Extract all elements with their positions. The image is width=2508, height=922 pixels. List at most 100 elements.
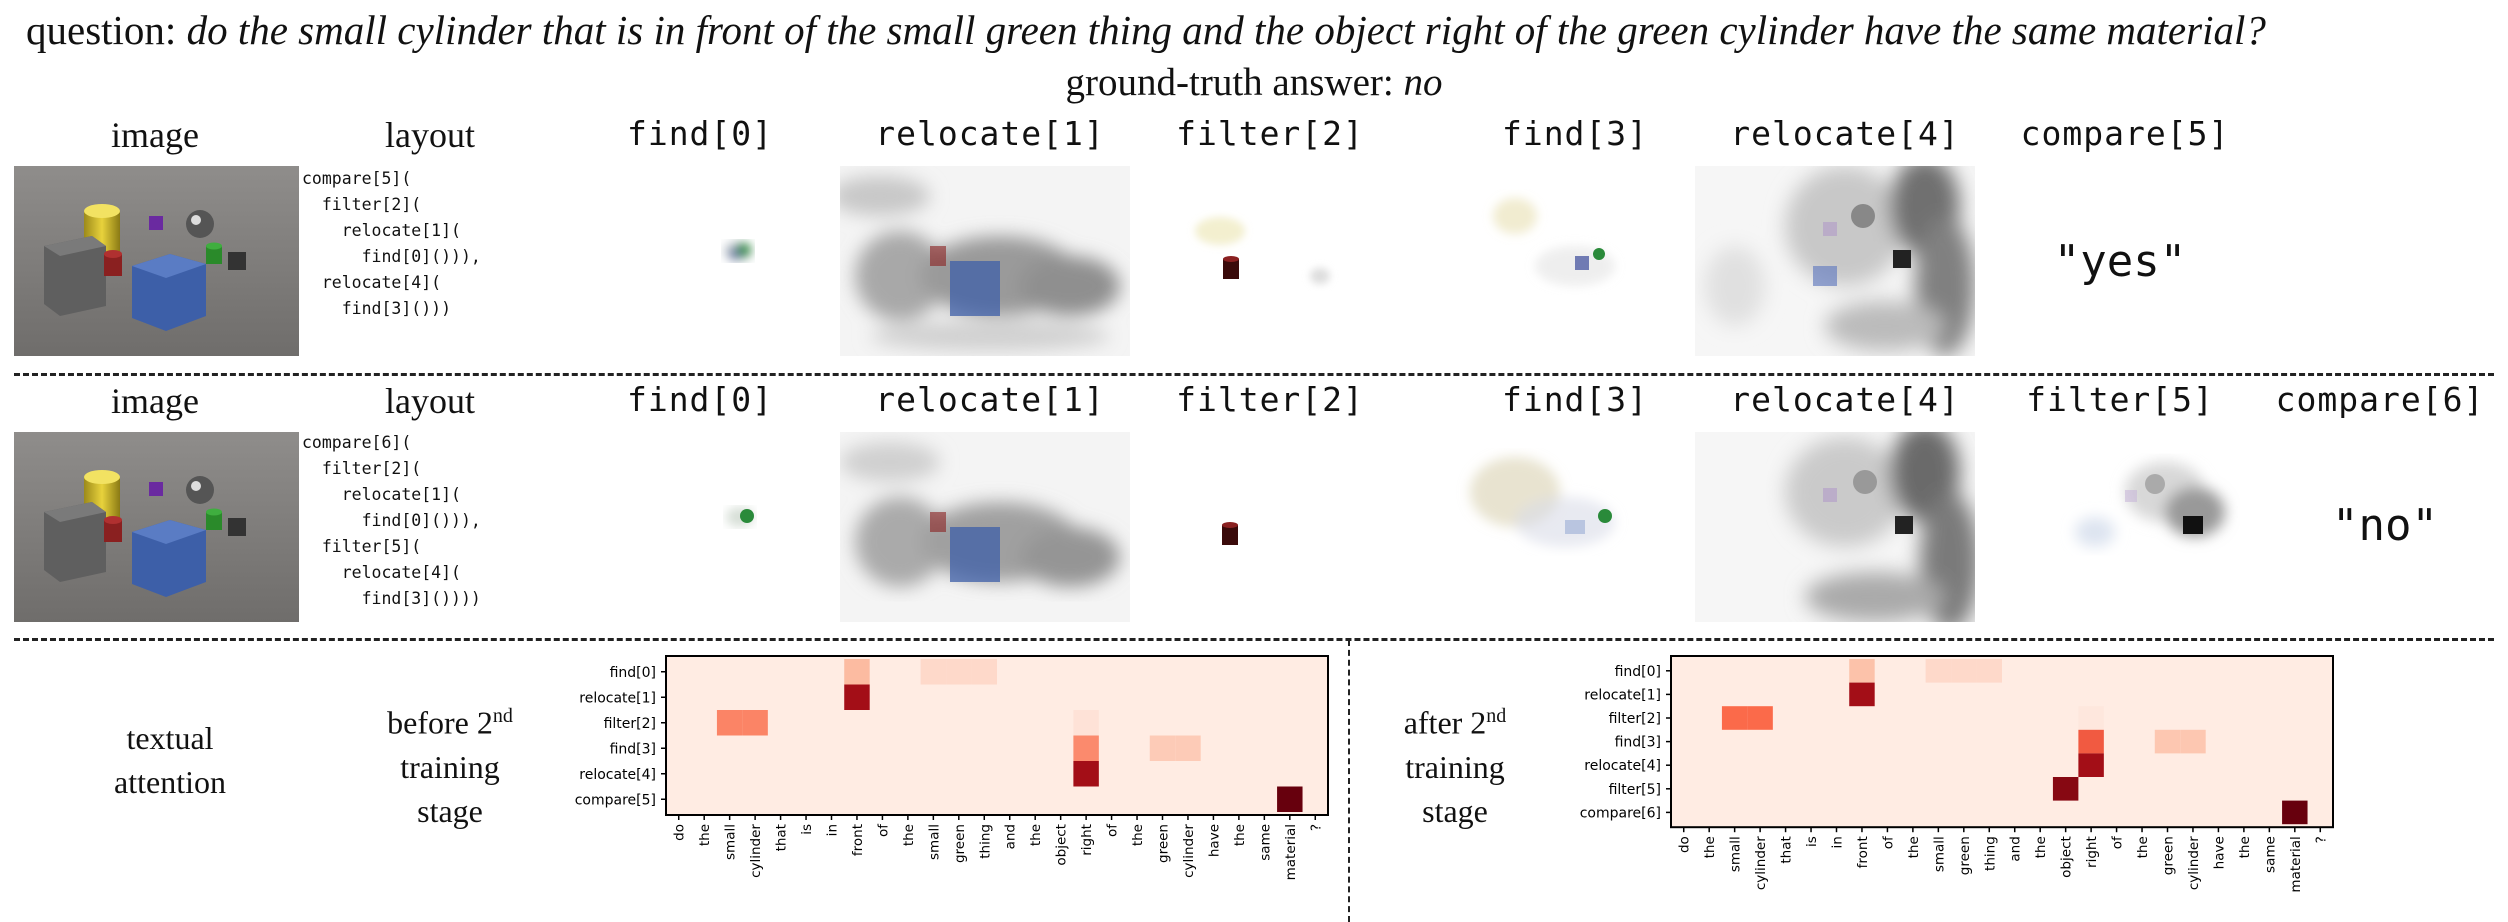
heatmap-row-label: compare[5] [575, 792, 656, 808]
heatmap-col-label: cylinder [2186, 836, 2202, 890]
before-training-label: before 2nd training stage [360, 694, 540, 833]
row1-module-4: relocate[4] [1730, 114, 1960, 153]
heatmap-row-label: relocate[1] [579, 690, 656, 706]
heatmap-col-label: the [901, 824, 917, 846]
heatmap-col-label: front [1855, 836, 1871, 868]
heatmap-row-label: find[3] [610, 741, 656, 757]
heatmap-before: find[0] relocate[1] filter[2] find[3] reloca… [575, 655, 1329, 880]
before-label-sup: nd [492, 705, 513, 727]
row2-map-find0 [560, 432, 835, 622]
heatmap-col-label: of [1105, 823, 1121, 837]
vertical-separator [1348, 640, 1350, 922]
heatmap-col-label: have [1206, 824, 1222, 857]
row1-module-1: relocate[1] [875, 114, 1105, 153]
row2-module-1: relocate[1] [875, 380, 1105, 419]
heatmap-col-label: small [723, 824, 739, 860]
heatmap-col-label: that [774, 824, 790, 851]
heatmap-col-label: that [1779, 836, 1795, 863]
heatmap-row-label: filter[2] [604, 716, 656, 732]
row2-layout-code: compare[6]( filter[2]( relocate[1]( find… [302, 433, 481, 608]
heatmap-col-label: thing [977, 824, 993, 859]
after-label-sup: nd [1486, 705, 1507, 727]
heatmap-cell [1747, 706, 1773, 730]
heatmap-col-label: the [1130, 824, 1146, 846]
ground-truth-answer: no [1403, 61, 1443, 104]
heatmap-cell [1951, 659, 1977, 683]
heatmap-col-label: cylinder [748, 824, 764, 878]
separator-1 [14, 373, 2494, 376]
heatmap-cell [2078, 753, 2104, 777]
heatmap-col-label: right [2084, 836, 2100, 868]
heatmap-col-label: object [2059, 836, 2075, 878]
heatmap-cell [2052, 777, 2079, 801]
heatmap-col-label: green [1957, 836, 1973, 875]
heatmap-cell [2282, 800, 2308, 825]
row2-map-find3 [1455, 432, 1695, 622]
row1-image-header: image [111, 115, 199, 155]
heatmap-cell [742, 710, 768, 736]
before-label-pre: before 2 [387, 704, 493, 741]
heatmap-col-label: green [952, 824, 968, 863]
heatmap-col-label: small [1728, 836, 1744, 872]
row1-map-relocate4 [1695, 166, 1975, 356]
heatmap-cell [920, 659, 947, 685]
heatmap-row-label: relocate[4] [579, 767, 656, 783]
heatmap-row-label: find[3] [1615, 735, 1661, 751]
heatmap-col-label: do [672, 824, 688, 841]
heatmap-col-label: small [1931, 836, 1947, 872]
after-label-pre: after 2 [1403, 704, 1487, 741]
heatmap-col-label: is [1804, 836, 1820, 847]
heatmap-col-label: of [2110, 835, 2126, 849]
heatmap-col-label: in [1830, 836, 1846, 848]
heatmap-col-label: ? [2313, 836, 2329, 843]
row2-module-2: filter[2] [1176, 380, 1364, 419]
heatmap-row-label: find[0] [1615, 664, 1661, 680]
question-prefix: question: [26, 7, 177, 53]
heatmap-cell [1175, 735, 1201, 761]
heatmap-cell [2078, 706, 2104, 730]
question-text: do the small cylinder that is in front o… [186, 7, 2266, 53]
heatmap-col-label: material [1283, 824, 1299, 880]
heatmap-cell [1721, 706, 1748, 730]
separator-2 [14, 638, 2494, 641]
row2-scene-image [14, 432, 299, 622]
heatmap-frame [1670, 655, 2334, 829]
heatmap-col-label: the [1906, 836, 1922, 858]
heatmap-col-label: in [825, 824, 841, 836]
heatmap-cell [844, 684, 870, 710]
ground-truth-prefix: ground-truth answer: [1065, 61, 1394, 104]
after-training-label: after 2nd training stage [1370, 694, 1540, 833]
row1-module-3: find[3] [1501, 114, 1649, 153]
row1-map-find3 [1455, 166, 1695, 356]
heatmap-col-label: right [1079, 824, 1095, 856]
heatmap-col-label: have [2211, 836, 2227, 869]
heatmap-col-label: of [1880, 835, 1896, 849]
heatmap-cell [1073, 735, 1099, 761]
row2-module-0: find[0] [626, 380, 774, 419]
before-label-l3: stage [417, 792, 483, 829]
heatmap-col-label: green [1156, 824, 1172, 863]
heatmap-col-label: the [697, 824, 713, 846]
row2-answer: "no" [2332, 500, 2438, 551]
heatmap-cell [1925, 659, 1952, 683]
row2-image-header: image [111, 381, 199, 421]
heatmap-row-label: filter[2] [1609, 711, 1661, 727]
row1-scene-image [14, 166, 299, 356]
heatmap-row-label: find[0] [610, 665, 656, 681]
heatmap-col-label: and [1003, 824, 1019, 849]
heatmap-col-label: object [1054, 824, 1070, 866]
row2-module-3: find[3] [1501, 380, 1649, 419]
heatmap-col-label: small [926, 824, 942, 860]
row2-map-relocate4 [1695, 432, 1975, 622]
heatmap-row-label: relocate[4] [1584, 758, 1661, 774]
heatmap-col-label: the [2033, 836, 2049, 858]
heatmap-cell [1277, 786, 1303, 812]
after-label-l3: stage [1422, 792, 1488, 829]
question-line: question: do the small cylinder that is … [26, 6, 2266, 54]
row2-map-filter2 [1140, 432, 1410, 622]
row1-layout-code: compare[5]( filter[2]( relocate[1]( find… [302, 169, 481, 318]
heatmap-col-label: cylinder [1753, 836, 1769, 890]
row2-map-filter5 [1985, 432, 2240, 622]
row1-map-relocate1 [840, 166, 1130, 356]
heatmap-col-label: same [2262, 836, 2278, 873]
